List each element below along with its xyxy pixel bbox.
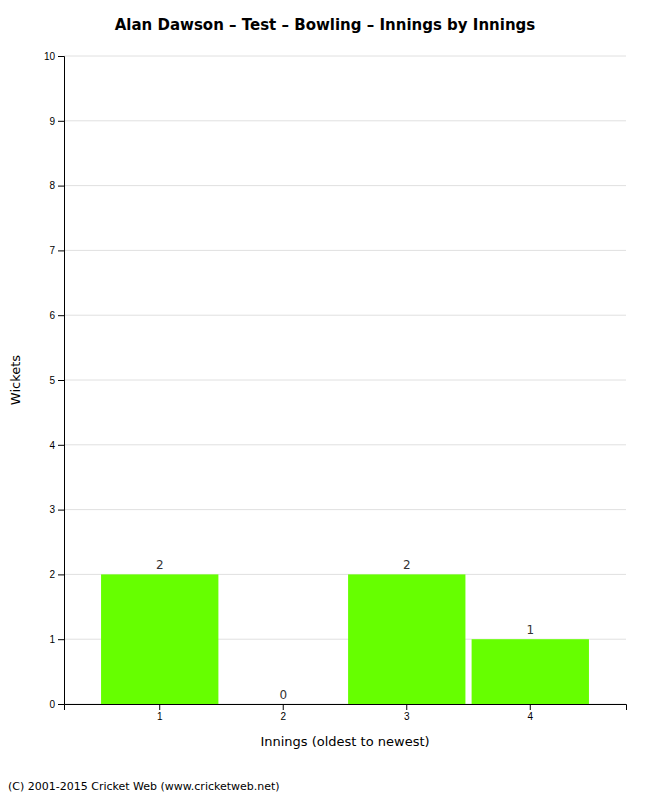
tick: 3 bbox=[49, 504, 64, 515]
tick-mark bbox=[159, 704, 160, 710]
tick-label: 2 bbox=[280, 711, 286, 722]
grid-line bbox=[64, 380, 626, 381]
tick-label: 4 bbox=[49, 440, 55, 451]
tick: 1 bbox=[49, 634, 64, 645]
tick: 10 bbox=[44, 51, 64, 62]
tick-mark bbox=[58, 574, 64, 575]
tick: 1 bbox=[157, 704, 163, 722]
grid-line bbox=[64, 509, 626, 510]
tick: 3 bbox=[404, 704, 410, 722]
tick-mark bbox=[58, 186, 64, 187]
tick-label: 5 bbox=[49, 375, 55, 386]
tick-label: 4 bbox=[527, 711, 533, 722]
bar bbox=[472, 639, 589, 704]
axis-line bbox=[58, 57, 65, 705]
tick: 7 bbox=[49, 245, 64, 256]
grid-line bbox=[64, 444, 626, 445]
tick-mark bbox=[58, 704, 64, 705]
tick: 4 bbox=[527, 704, 533, 722]
grid-line bbox=[64, 250, 626, 251]
tick-mark bbox=[283, 704, 284, 710]
grid-line bbox=[64, 56, 626, 57]
tick-mark bbox=[530, 704, 531, 710]
chart: 01234567891012342021Alan Dawson – Test –… bbox=[0, 0, 650, 800]
tick-mark bbox=[58, 510, 64, 511]
bar bbox=[225, 704, 342, 705]
tick-label: 8 bbox=[49, 180, 55, 191]
tick-mark bbox=[58, 56, 64, 57]
tick: 9 bbox=[49, 116, 64, 127]
tick-mark bbox=[58, 121, 64, 122]
data-label: 2 bbox=[156, 558, 164, 572]
data-label: 1 bbox=[526, 623, 534, 637]
tick-label: 10 bbox=[44, 51, 56, 62]
bars bbox=[101, 574, 589, 704]
tick: 5 bbox=[49, 375, 64, 386]
tick-label: 1 bbox=[157, 711, 163, 722]
data-label: 2 bbox=[403, 558, 411, 572]
grid-line bbox=[64, 315, 626, 316]
axis-line bbox=[65, 705, 627, 711]
tick-label: 0 bbox=[49, 699, 55, 710]
tick: 2 bbox=[49, 569, 64, 580]
footer: (C) 2001-2015 Cricket Web (www.cricketwe… bbox=[8, 780, 280, 793]
tick-label: 1 bbox=[49, 634, 55, 645]
tick-label: 3 bbox=[404, 711, 410, 722]
tick-label: 9 bbox=[49, 116, 55, 127]
x-axis-title: Innings (oldest to newest) bbox=[260, 734, 429, 749]
plot: 01234567891012342021 bbox=[44, 51, 627, 722]
tick-label: 7 bbox=[49, 245, 55, 256]
y-axis: 0 1 2 3 4 5 6 7 8 9 10 bbox=[44, 51, 65, 710]
bar bbox=[101, 574, 218, 704]
tick-mark bbox=[58, 250, 64, 251]
tick-mark bbox=[58, 315, 64, 316]
title: Alan Dawson – Test – Bowling – Innings b… bbox=[115, 16, 536, 34]
tick-label: 3 bbox=[49, 504, 55, 515]
x-axis: 1 2 3 4 bbox=[65, 704, 627, 722]
tick-mark bbox=[406, 704, 407, 710]
grid-line bbox=[64, 120, 626, 121]
data-label: 0 bbox=[279, 688, 287, 702]
tick: 0 bbox=[49, 699, 64, 710]
tick-mark bbox=[58, 639, 64, 640]
tick-mark bbox=[58, 445, 64, 446]
tick: 6 bbox=[49, 310, 64, 321]
y-axis-title: Wickets bbox=[8, 355, 23, 405]
tick-label: 2 bbox=[49, 569, 55, 580]
data-labels: 2021 bbox=[156, 558, 534, 702]
bar bbox=[348, 574, 465, 704]
tick-mark bbox=[58, 380, 64, 381]
grid bbox=[64, 56, 626, 704]
tick: 8 bbox=[49, 180, 64, 191]
grid-line bbox=[64, 185, 626, 186]
tick: 2 bbox=[280, 704, 286, 722]
tick-label: 6 bbox=[49, 310, 55, 321]
tick: 4 bbox=[49, 440, 64, 451]
